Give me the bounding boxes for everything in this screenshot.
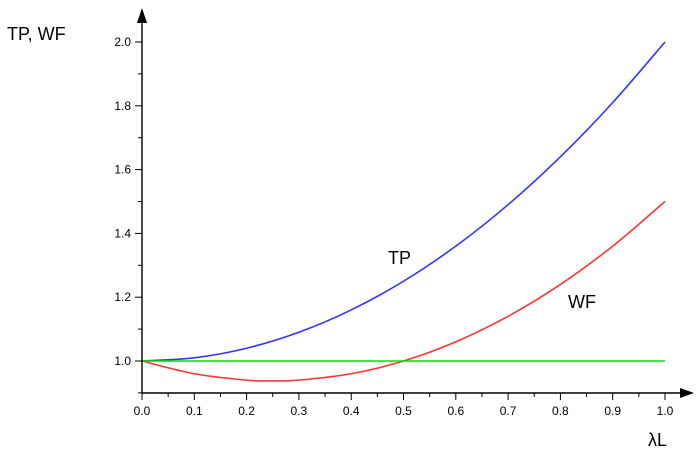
y-tick-label: 1.4 — [114, 226, 131, 240]
x-tick-label: 0.9 — [604, 404, 621, 418]
series-line-tp — [141, 41, 666, 362]
series-label-wf: WF — [568, 292, 596, 312]
x-tick-label: 0.4 — [343, 404, 360, 418]
y-axis-title: TP, WF — [7, 24, 66, 44]
y-tick-label: 2.0 — [114, 35, 131, 49]
x-tick-label: 0.2 — [238, 404, 255, 418]
y-tick-label: 1.6 — [114, 163, 131, 177]
series-line-wf — [141, 200, 666, 382]
x-tick-label: 0.7 — [500, 404, 517, 418]
x-axis-title: λL — [648, 430, 667, 450]
series-label-tp: TP — [388, 248, 411, 268]
y-tick-label: 1.0 — [114, 354, 131, 368]
y-tick-label: 1.2 — [114, 290, 131, 304]
x-axis-arrow-icon — [680, 388, 694, 398]
axes-layer: TP WF 0.0 0.1 0.2 0.3 0.4 0.5 0.6 0.7 0.8 0.9 1.0 1.0… — [114, 8, 694, 418]
x-tick-label: 0.6 — [447, 404, 464, 418]
x-tick-label: 0.5 — [395, 404, 412, 418]
x-tick-label: 0.1 — [186, 404, 203, 418]
y-tick-label: 1.8 — [114, 99, 131, 113]
x-tick-label: 0.0 — [134, 404, 151, 418]
y-axis-arrow-icon — [137, 8, 147, 23]
x-tick-label: 0.8 — [552, 404, 569, 418]
x-tick-label: 1.0 — [657, 404, 674, 418]
series-layer — [141, 41, 666, 382]
x-tick-label: 0.3 — [291, 404, 308, 418]
